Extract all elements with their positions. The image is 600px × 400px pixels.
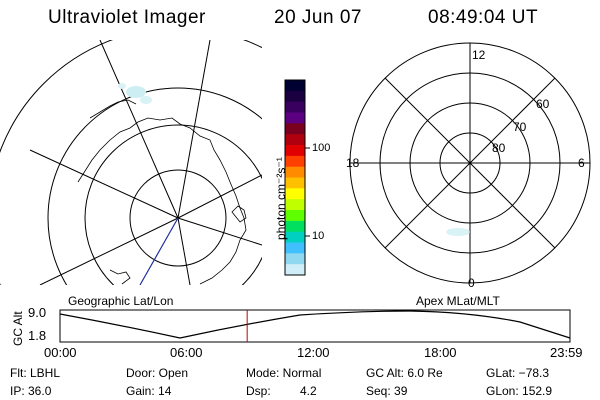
aurora-emission [118, 83, 126, 89]
mlt-label-12: 12 [472, 48, 486, 62]
colorbar-band [285, 253, 305, 265]
lat-circle-mid [47, 87, 262, 285]
gain-info: Gain: 14 [126, 384, 172, 398]
altitude-curve [59, 310, 571, 339]
colorbar-band [285, 155, 305, 168]
colorbar-band [285, 220, 305, 233]
altitude-axis-label: GC Alt [11, 311, 25, 346]
altitude-max-label: 9.0 [28, 305, 47, 320]
lat-circle-core [129, 169, 227, 267]
aurora-emission [140, 96, 152, 104]
lat-circle-inner [84, 124, 262, 285]
time-tick-label: 23:59 [550, 345, 583, 360]
colorbar-band [285, 90, 305, 103]
mode-info: Mode: Normal [246, 366, 322, 380]
time-tick-label: 00:00 [44, 345, 77, 360]
aurora-emission [446, 228, 470, 236]
altitude-strip-frame [59, 309, 571, 343]
colorbar-tick-label: 100 [312, 142, 331, 154]
geographic-map [0, 40, 262, 285]
lat-label-70: 70 [513, 120, 527, 134]
colorbar-band [285, 199, 305, 211]
seq-info: Seq: 39 [366, 384, 408, 398]
image-time: 08:49:04 UT [428, 7, 539, 28]
glat-info: GLat: −78.3 [486, 366, 550, 380]
filter-info: Flt: LBHL [10, 366, 61, 380]
time-tick-label: 06:00 [170, 345, 203, 360]
time-tick-label: 12:00 [297, 345, 330, 360]
door-info: Door: Open [126, 366, 189, 380]
meridian-line [29, 149, 179, 219]
ip-info: IP: 36.0 [10, 384, 52, 398]
meridian-line [177, 217, 262, 246]
colorbar-frame [284, 79, 306, 276]
colorbar-band [285, 264, 305, 276]
orbit-track [139, 217, 179, 285]
glon-info: GLon: 152.9 [486, 384, 553, 398]
altitude-min-label: 1.8 [28, 328, 47, 343]
colorbar-band [285, 112, 305, 124]
colorbar-band [285, 188, 305, 200]
polar-grid [349, 42, 591, 284]
coastline [231, 205, 247, 223]
colorbar-band [285, 101, 305, 113]
colorbar-band [285, 123, 305, 135]
colorbar-band [285, 80, 305, 92]
instrument-title: Ultraviolet Imager [48, 7, 206, 28]
meridian-line [177, 217, 191, 285]
meridian-line [177, 174, 262, 219]
aurora-emission [126, 86, 146, 98]
apex-panel-label: Apex MLat/MLT [416, 294, 500, 308]
colorbar-band [285, 231, 305, 243]
mlt-label-6: 6 [578, 156, 585, 170]
geographic-panel-label: Geographic Lat/Lon [68, 294, 174, 308]
meridian-line [177, 40, 211, 219]
colorbar [285, 80, 305, 276]
polar-axis-diagonal [384, 77, 556, 249]
colorbar-tick-label: 10 [312, 230, 325, 242]
lat-label-80: 80 [492, 141, 506, 155]
colorbar-band [285, 242, 305, 254]
lat-label-60: 60 [536, 97, 550, 111]
meridian-line [39, 217, 179, 285]
dsp-value: 4.2 [300, 384, 317, 398]
colorbar-band [285, 210, 305, 222]
image-date: 20 Jun 07 [274, 7, 362, 28]
coastline [109, 269, 131, 285]
mlt-label-0: 0 [468, 276, 475, 290]
colorbar-unit: photon cm⁻²s⁻¹ [274, 157, 288, 240]
gc-alt-info: GC Alt: 6.0 Re [366, 366, 443, 380]
colorbar-band [285, 166, 305, 178]
time-tick-label: 18:00 [424, 345, 457, 360]
dsp-label: Dsp: [246, 384, 271, 398]
colorbar-band [285, 134, 305, 146]
mlt-label-18: 18 [346, 156, 360, 170]
meridian-line [99, 40, 179, 219]
colorbar-band [285, 177, 305, 189]
coastline [77, 99, 247, 285]
colorbar-band [285, 145, 305, 157]
